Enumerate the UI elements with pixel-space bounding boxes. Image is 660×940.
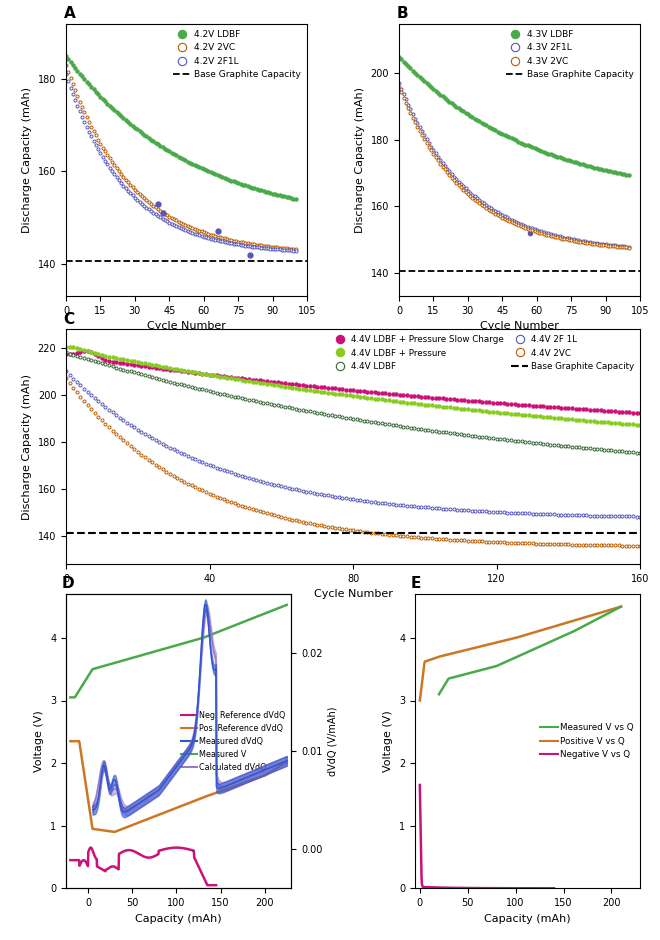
Y-axis label: Discharge Capacity (mAh): Discharge Capacity (mAh) xyxy=(22,373,32,520)
Y-axis label: Voltage (V): Voltage (V) xyxy=(383,711,393,772)
Text: E: E xyxy=(411,576,421,591)
Text: A: A xyxy=(63,6,75,21)
X-axis label: Cycle Number: Cycle Number xyxy=(314,589,393,600)
Legend: 4.4V LDBF + Pressure Slow Charge, 4.4V LDBF + Pressure, 4.4V LDBF, 4.4V 2F 1L, 4: 4.4V LDBF + Pressure Slow Charge, 4.4V L… xyxy=(329,334,636,372)
Legend: Neg. Reference dVdQ, Pos. Reference dVdQ, Measured dVdQ, Measured V, Calculated : Neg. Reference dVdQ, Pos. Reference dVdQ… xyxy=(179,709,287,774)
X-axis label: Capacity (mAh): Capacity (mAh) xyxy=(484,914,571,924)
Y-axis label: dVdQ (V/mAh): dVdQ (V/mAh) xyxy=(328,707,338,776)
X-axis label: Cycle Number: Cycle Number xyxy=(147,321,226,332)
Text: C: C xyxy=(63,312,75,326)
X-axis label: Capacity (mAh): Capacity (mAh) xyxy=(135,914,222,924)
Legend: Measured V vs Q, Positive V vs Q, Negative V vs Q: Measured V vs Q, Positive V vs Q, Negati… xyxy=(539,722,636,760)
Legend: 4.2V LDBF, 4.2V 2VC, 4.2V 2F1L, Base Graphite Capacity: 4.2V LDBF, 4.2V 2VC, 4.2V 2F1L, Base Gra… xyxy=(172,28,303,81)
Text: D: D xyxy=(61,576,74,591)
X-axis label: Cycle Number: Cycle Number xyxy=(480,321,559,332)
Y-axis label: Discharge Capacity (mAh): Discharge Capacity (mAh) xyxy=(22,86,32,233)
Y-axis label: Voltage (V): Voltage (V) xyxy=(34,711,44,772)
Legend: 4.3V LDBF, 4.3V 2F1L, 4.3V 2VC, Base Graphite Capacity: 4.3V LDBF, 4.3V 2F1L, 4.3V 2VC, Base Gra… xyxy=(504,28,636,81)
Text: B: B xyxy=(397,6,408,21)
Y-axis label: Discharge Capacity (mAh): Discharge Capacity (mAh) xyxy=(355,86,365,233)
